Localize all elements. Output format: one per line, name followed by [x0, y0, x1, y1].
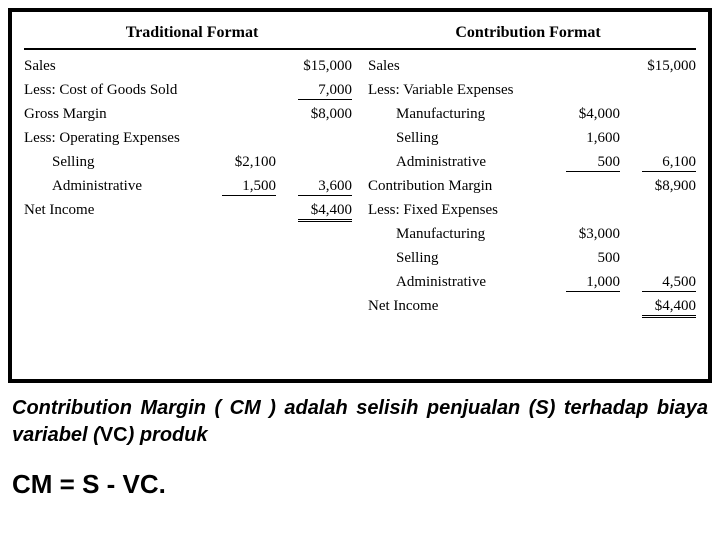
label-operating-exp: Less: Operating Expenses	[24, 130, 206, 147]
amount: $4,400	[298, 202, 352, 222]
amount: 1,600	[550, 130, 620, 147]
header-traditional: Traditional Format	[24, 24, 360, 42]
amount: $2,100	[206, 154, 276, 171]
label-mfg: Manufacturing	[368, 106, 550, 123]
table-header-row: Traditional Format Contribution Format	[24, 24, 696, 50]
label-selling: Selling	[24, 154, 206, 171]
table-row: Manufacturing $4,000	[368, 106, 696, 130]
table-row: Sales $15,000	[368, 58, 696, 82]
table-row: Less: Variable Expenses	[368, 82, 696, 106]
label-net-income: Net Income	[368, 298, 550, 315]
table-row: Contribution Margin $8,900	[368, 178, 696, 202]
label-gross-margin: Gross Margin	[24, 106, 206, 123]
table-row: Less: Cost of Goods Sold 7,000	[24, 82, 352, 106]
table-row: Administrative 1,500 3,600	[24, 178, 352, 202]
table-row: Less: Operating Expenses	[24, 130, 352, 154]
label-variable-exp: Less: Variable Expenses	[368, 82, 550, 99]
amount: 6,100	[642, 154, 696, 172]
label-admin: Administrative	[368, 154, 550, 171]
formula-text: CM = S - VC.	[8, 469, 712, 500]
table-row: Selling $2,100	[24, 154, 352, 178]
label-net-income: Net Income	[24, 202, 206, 219]
caption-text: Contribution Margin ( CM ) adalah selisi…	[8, 395, 712, 449]
amount: $15,000	[282, 58, 352, 75]
label-sales: Sales	[368, 58, 550, 75]
label-fixed-exp: Less: Fixed Expenses	[368, 202, 550, 219]
amount: $4,000	[550, 106, 620, 123]
table-row: Administrative 1,000 4,500	[368, 274, 696, 298]
label-fmfg: Manufacturing	[368, 226, 550, 243]
amount: $4,400	[642, 298, 696, 318]
amount: $15,000	[626, 58, 696, 75]
label-fselling: Selling	[368, 250, 550, 267]
amount: $8,000	[282, 106, 352, 123]
label-admin: Administrative	[24, 178, 206, 195]
amount: $3,000	[550, 226, 620, 243]
amount: 1,000	[566, 274, 620, 292]
label-cogs: Less: Cost of Goods Sold	[24, 82, 206, 99]
amount: 3,600	[298, 178, 352, 196]
table-row: Gross Margin $8,000	[24, 106, 352, 130]
amount: 500	[566, 154, 620, 172]
table-row: Administrative 500 6,100	[368, 154, 696, 178]
table-row: Net Income $4,400	[24, 202, 352, 226]
amount: 4,500	[642, 274, 696, 292]
comparison-table-frame: Traditional Format Contribution Format S…	[8, 8, 712, 383]
table-row: Selling 1,600	[368, 130, 696, 154]
traditional-column: Sales $15,000 Less: Cost of Goods Sold 7…	[24, 58, 360, 371]
label-selling: Selling	[368, 130, 550, 147]
table-row: Selling 500	[368, 250, 696, 274]
table-row: Sales $15,000	[24, 58, 352, 82]
table-row: Manufacturing $3,000	[368, 226, 696, 250]
contribution-column: Sales $15,000 Less: Variable Expenses Ma…	[360, 58, 696, 371]
label-sales: Sales	[24, 58, 206, 75]
label-fadmin: Administrative	[368, 274, 550, 291]
amount: 1,500	[222, 178, 276, 196]
header-contribution: Contribution Format	[360, 24, 696, 42]
amount: 7,000	[298, 82, 352, 100]
table-body: Sales $15,000 Less: Cost of Goods Sold 7…	[24, 50, 696, 371]
table-row: Net Income $4,400	[368, 298, 696, 322]
amount: 500	[550, 250, 620, 267]
label-cm: Contribution Margin	[368, 178, 550, 195]
amount: $8,900	[626, 178, 696, 195]
table-row: Less: Fixed Expenses	[368, 202, 696, 226]
